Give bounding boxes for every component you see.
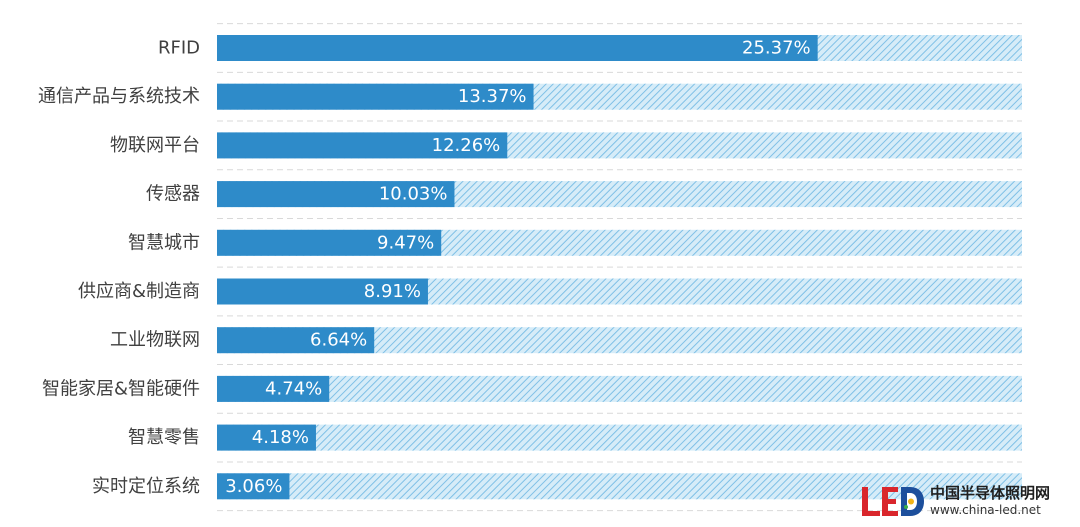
category-label: 实时定位系统 [92,476,200,497]
category-labels: RFID 通信产品与系统技术物联网平台传感器智慧城市供应商&制造商工业物联网智能家… [38,38,200,497]
watermark-site-url: www.china-led.net [930,503,1041,517]
value-label: 3.06% [225,476,282,497]
category-label: 通信产品与系统技术 [38,86,200,107]
value-label: 8.91% [364,281,421,302]
value-label: 25.37% [742,38,811,59]
value-label: 4.18% [252,427,309,448]
bar [217,278,428,305]
value-label: 12.26% [432,135,501,156]
category-label: 传感器 [146,184,200,205]
bar-track [217,375,1022,402]
value-label: 6.64% [310,330,367,351]
category-label: 供应商&制造商 [78,281,200,302]
bar [217,35,818,61]
value-label: 13.37% [458,86,527,107]
bar [217,181,455,208]
bar [217,424,316,451]
bars [217,35,818,500]
value-label: 4.74% [265,378,322,399]
value-label: 10.03% [379,184,448,205]
watermark-site-name: 中国半导体照明网 [930,484,1051,502]
bar-track [217,424,1022,451]
bar [217,132,508,159]
bar [217,375,330,402]
category-label: RFID [158,38,200,59]
bar [217,473,290,500]
watermark: 中国半导体照明网 www.china-led.net [860,481,1072,521]
value-labels: 25.37% 13.37% 12.26% 10.03% 9.47% 8.91% 6.64% 4… [225,38,810,497]
category-label: 物联网平台 [110,135,200,156]
bar [217,229,442,256]
category-label: 智慧零售 [128,427,200,448]
bar [217,83,534,110]
category-label: 工业物联网 [110,330,200,351]
bar [217,327,375,354]
led-logo-icon [862,487,924,516]
gridlines [217,23,1022,512]
category-label: 智能家居&智能硬件 [42,378,200,399]
category-label: 智慧城市 [128,232,200,253]
value-label: 9.47% [377,232,434,253]
